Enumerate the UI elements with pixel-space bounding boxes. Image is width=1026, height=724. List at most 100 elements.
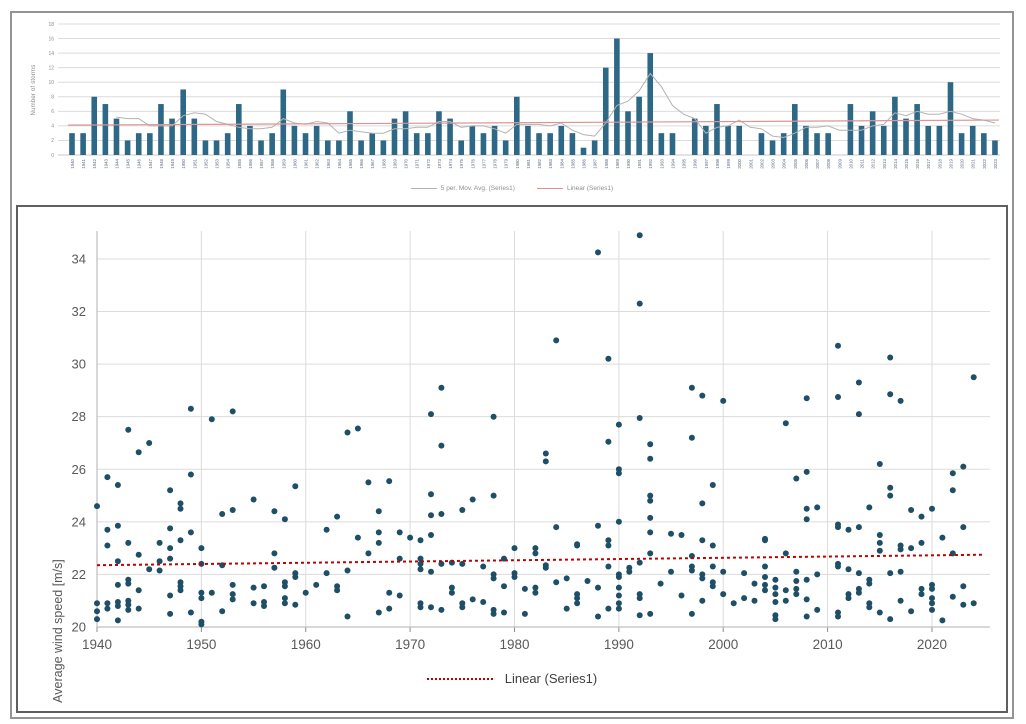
svg-text:1949: 1949 [170, 158, 175, 168]
svg-text:1986: 1986 [582, 158, 587, 168]
top-y-tick: 16 [48, 36, 54, 42]
top-y-tick: 12 [48, 65, 54, 71]
storms-bar-chart-panel: 0 2 4 6 8 10 12 14 16 18 1940 1941 1942 1943 1944 1945 1… [12, 13, 1012, 203]
bottom-y-tick: 34 [72, 251, 86, 266]
svg-text:1995: 1995 [682, 158, 687, 168]
svg-text:1970: 1970 [404, 158, 409, 168]
svg-text:1961: 1961 [304, 158, 309, 168]
bottom-x-tick: 1950 [186, 637, 216, 652]
svg-text:2007: 2007 [815, 158, 820, 168]
svg-text:2006: 2006 [804, 158, 809, 168]
linear-trend-line-swatch [536, 188, 563, 189]
svg-text:2000: 2000 [737, 158, 742, 168]
svg-text:1998: 1998 [715, 158, 720, 168]
top-y-tick: 14 [48, 51, 54, 57]
legend-item-moving-average: 5 per. Mov. Avg. (Series1) [410, 185, 515, 192]
svg-text:1972: 1972 [426, 158, 431, 168]
top-y-tick: 8 [51, 95, 54, 101]
bottom-x-tick: 2010 [813, 637, 843, 652]
svg-text:1971: 1971 [415, 158, 420, 168]
moving-average-legend-label: 5 per. Mov. Avg. (Series1) [440, 185, 515, 192]
svg-text:1974: 1974 [448, 158, 453, 168]
svg-text:2009: 2009 [837, 158, 842, 168]
svg-text:1959: 1959 [281, 158, 286, 168]
svg-text:2010: 2010 [848, 158, 853, 168]
svg-text:2013: 2013 [882, 158, 887, 168]
top-y-tick: 0 [51, 153, 54, 159]
svg-text:1997: 1997 [704, 158, 709, 168]
top-y-tick: 10 [48, 80, 54, 86]
top-y-tick: 4 [51, 124, 54, 130]
svg-text:2021: 2021 [971, 158, 976, 168]
svg-text:2005: 2005 [793, 158, 798, 168]
moving-average-line-swatch [410, 188, 437, 189]
svg-text:1989: 1989 [615, 158, 620, 168]
svg-text:1979: 1979 [504, 158, 509, 168]
svg-text:1983: 1983 [548, 158, 553, 168]
linear-trend-dotted-swatch [426, 677, 493, 680]
bottom-y-tick: 32 [72, 304, 86, 319]
svg-text:2019: 2019 [948, 158, 953, 168]
svg-text:1948: 1948 [159, 158, 164, 168]
svg-text:1957: 1957 [259, 158, 264, 168]
svg-text:2015: 2015 [904, 158, 909, 168]
svg-text:2018: 2018 [937, 158, 942, 168]
svg-text:1944: 1944 [114, 158, 119, 168]
bottom-x-tick: 2000 [708, 637, 738, 652]
bottom-y-tick: 30 [72, 357, 86, 372]
svg-text:1988: 1988 [604, 158, 609, 168]
bottom-chart-legend: Linear (Series1) [18, 671, 1006, 686]
svg-text:2023: 2023 [993, 158, 998, 168]
bottom-y-tick: 22 [72, 567, 86, 582]
svg-text:1965: 1965 [348, 158, 353, 168]
svg-text:1941: 1941 [81, 158, 86, 168]
top-chart-y-axis-title: Number of storms [31, 64, 37, 116]
svg-text:1985: 1985 [570, 158, 575, 168]
svg-text:1967: 1967 [370, 158, 375, 168]
svg-text:2017: 2017 [926, 158, 931, 168]
moving-average-line [116, 72, 996, 139]
bottom-linear-trend-line [96, 553, 985, 567]
bottom-x-tick: 1940 [82, 637, 112, 652]
wind-speed-points [94, 232, 977, 628]
linear-trend-legend-label: Linear (Series1) [566, 185, 614, 192]
charts-frame: 0 2 4 6 8 10 12 14 16 18 1940 1941 1942 1943 1944 1945 1… [10, 11, 1014, 719]
svg-text:1953: 1953 [215, 158, 220, 168]
svg-text:1950: 1950 [181, 158, 186, 168]
svg-text:1994: 1994 [670, 158, 675, 168]
svg-text:1946: 1946 [137, 158, 142, 168]
svg-text:1955: 1955 [237, 158, 242, 168]
bottom-y-tick: 28 [72, 409, 86, 424]
svg-text:1973: 1973 [437, 158, 442, 168]
svg-text:2012: 2012 [871, 158, 876, 168]
storm-bars [69, 38, 998, 155]
svg-text:1982: 1982 [537, 158, 542, 168]
svg-text:1978: 1978 [493, 158, 498, 168]
svg-text:1987: 1987 [593, 158, 598, 168]
svg-text:1968: 1968 [381, 158, 386, 168]
svg-text:1975: 1975 [459, 158, 464, 168]
bottom-chart-y-axis-title: Average wind speed [m/s] [51, 559, 65, 703]
svg-text:1976: 1976 [470, 158, 475, 168]
bottom-x-tick: 2020 [917, 637, 947, 652]
svg-text:1999: 1999 [726, 158, 731, 168]
svg-text:1977: 1977 [481, 158, 486, 168]
svg-text:2011: 2011 [860, 158, 865, 168]
svg-text:2014: 2014 [893, 158, 898, 168]
svg-text:1984: 1984 [559, 158, 564, 168]
legend-item-linear-trend: Linear (Series1) [536, 185, 614, 192]
svg-text:1954: 1954 [226, 158, 231, 168]
svg-text:1945: 1945 [126, 158, 131, 168]
bottom-legend-label: Linear (Series1) [504, 671, 598, 686]
svg-text:1958: 1958 [270, 158, 275, 168]
bottom-x-tick: 1990 [604, 637, 634, 652]
svg-text:1980: 1980 [515, 158, 520, 168]
bottom-y-tick: 26 [72, 462, 86, 477]
bottom-x-tick: 1980 [499, 637, 529, 652]
svg-text:1940: 1940 [70, 158, 75, 168]
top-y-tick: 18 [48, 22, 54, 28]
svg-text:2004: 2004 [782, 158, 787, 168]
svg-text:2016: 2016 [915, 158, 920, 168]
svg-text:1947: 1947 [148, 158, 153, 168]
